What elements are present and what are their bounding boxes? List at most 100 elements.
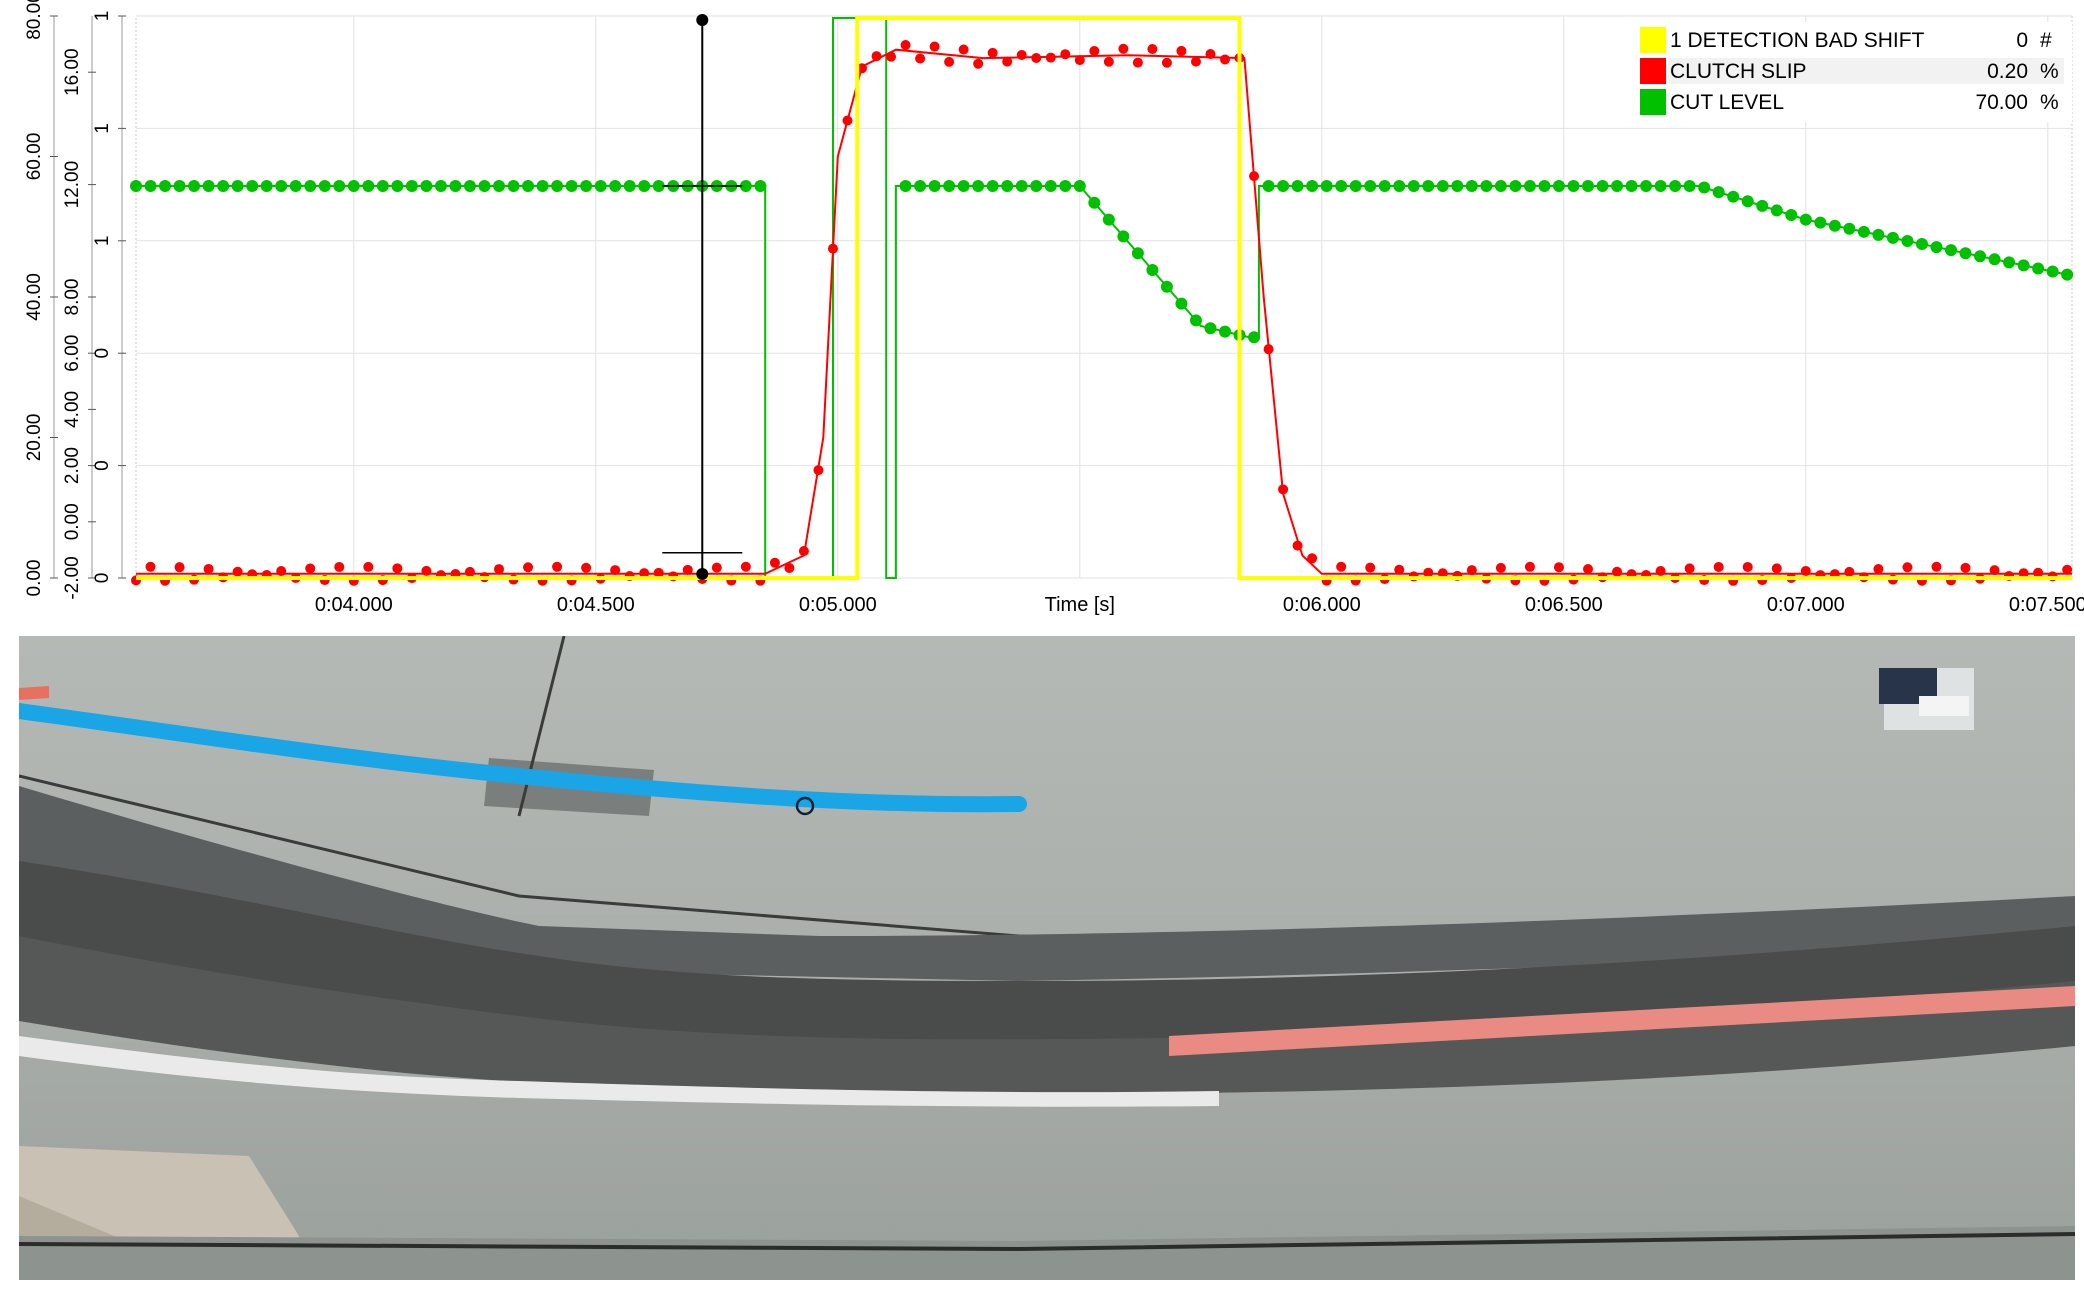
data-point bbox=[1291, 180, 1304, 192]
data-point bbox=[347, 180, 360, 192]
y-tick-label: 16.00 bbox=[62, 48, 83, 96]
y-tick-label: 1 bbox=[92, 236, 113, 247]
data-point bbox=[944, 56, 955, 67]
chart-legend: 1 DETECTION BAD SHIFT 0 # CLUTCH SLIP 0.… bbox=[1636, 22, 2072, 122]
track-surface bbox=[19, 861, 2075, 1046]
satellite-map[interactable] bbox=[19, 636, 2075, 1280]
data-point bbox=[798, 546, 809, 557]
data-point bbox=[769, 557, 780, 568]
data-point bbox=[305, 563, 316, 574]
data-point bbox=[1292, 540, 1303, 551]
data-point bbox=[1698, 181, 1711, 194]
data-point bbox=[1799, 213, 1812, 226]
data-point bbox=[1886, 231, 1899, 244]
car-position-marker[interactable] bbox=[795, 796, 815, 816]
data-point bbox=[203, 563, 214, 574]
data-point bbox=[886, 51, 897, 62]
data-point bbox=[1306, 180, 1319, 192]
data-point bbox=[1466, 565, 1477, 576]
data-point bbox=[972, 180, 985, 192]
data-point bbox=[827, 243, 838, 254]
data-point bbox=[522, 180, 535, 192]
legend-item-clutch-slip[interactable]: CLUTCH SLIP 0.20 % bbox=[1640, 58, 2064, 84]
data-point bbox=[1901, 234, 1914, 247]
data-point bbox=[871, 51, 882, 62]
data-point bbox=[188, 180, 201, 192]
data-point bbox=[1132, 57, 1143, 68]
data-point bbox=[1873, 564, 1884, 575]
data-point bbox=[1060, 49, 1071, 60]
data-point bbox=[145, 561, 156, 572]
data-point bbox=[1741, 195, 1754, 208]
data-point bbox=[1509, 180, 1522, 192]
data-point bbox=[2017, 259, 2030, 272]
y-tick-label: 1 bbox=[92, 11, 113, 22]
data-point bbox=[1160, 280, 1173, 293]
track-edge-line bbox=[19, 1036, 1219, 1107]
data-point bbox=[1669, 180, 1682, 192]
data-point bbox=[1189, 314, 1202, 327]
legend-label: CUT LEVEL bbox=[1670, 91, 1784, 114]
legend-row-highlight bbox=[1668, 58, 2064, 84]
data-point bbox=[493, 180, 505, 192]
data-point bbox=[202, 180, 215, 192]
data-point bbox=[1089, 45, 1100, 56]
x-axis: 0:04.000 0:04.500 0:05.000 0:06.000 0:06.500… bbox=[315, 594, 2084, 616]
data-point bbox=[1727, 190, 1740, 203]
chart-series[interactable] bbox=[130, 16, 2074, 586]
data-point bbox=[1205, 49, 1216, 60]
data-point bbox=[638, 180, 651, 192]
data-point bbox=[1074, 55, 1085, 66]
data-point bbox=[1131, 247, 1144, 260]
data-point bbox=[1349, 180, 1362, 192]
time-cursor[interactable] bbox=[662, 14, 743, 580]
data-point bbox=[1378, 180, 1391, 192]
data-point bbox=[1495, 562, 1506, 573]
data-point bbox=[1844, 566, 1855, 577]
y-tick-label: 0.00 bbox=[62, 503, 83, 540]
data-point bbox=[1161, 57, 1172, 68]
data-point bbox=[1654, 180, 1667, 192]
data-point bbox=[1436, 180, 1449, 192]
y-tick-label: 0 bbox=[92, 460, 113, 471]
data-point bbox=[276, 566, 287, 577]
legend-item-bad-shift[interactable]: 1 DETECTION BAD SHIFT 0 # bbox=[1640, 27, 2052, 53]
data-point bbox=[405, 180, 418, 192]
x-axis-title: Time [s] bbox=[1045, 594, 1115, 616]
data-point bbox=[973, 58, 984, 69]
chart-panel[interactable]: 0.00 20.00 40.00 60.00 80.00 -2.00 0.00 2.00 4.0… bbox=[0, 0, 2084, 630]
legend-item-cut-level[interactable]: CUT LEVEL 70.00 % bbox=[1640, 89, 2059, 115]
data-point bbox=[1102, 213, 1115, 226]
cursor-handle-bottom[interactable] bbox=[696, 568, 709, 580]
data-point bbox=[551, 180, 564, 192]
data-point bbox=[1219, 325, 1231, 338]
data-point bbox=[1117, 230, 1130, 243]
y-tick-label: 4.00 bbox=[62, 391, 83, 428]
data-point bbox=[1814, 216, 1827, 229]
red-curb bbox=[1169, 986, 2075, 1056]
data-point bbox=[1974, 250, 1987, 263]
data-point bbox=[1742, 561, 1753, 572]
data-point bbox=[581, 562, 592, 573]
data-point bbox=[929, 41, 940, 52]
data-point bbox=[610, 565, 621, 576]
data-point bbox=[1915, 238, 1928, 251]
data-point bbox=[1684, 563, 1695, 574]
data-point bbox=[1088, 196, 1101, 209]
track-map[interactable] bbox=[19, 636, 2075, 1280]
telemetry-chart[interactable]: 0.00 20.00 40.00 60.00 80.00 -2.00 0.00 2.00 4.0… bbox=[0, 0, 2084, 630]
data-point bbox=[1872, 228, 1885, 241]
cursor-handle-top[interactable] bbox=[696, 14, 709, 26]
y-tick-label: 6.00 bbox=[62, 335, 83, 372]
data-point bbox=[915, 53, 926, 64]
legend-label: 1 DETECTION BAD SHIFT bbox=[1670, 29, 1925, 52]
data-point bbox=[639, 568, 650, 579]
lower-wall bbox=[19, 1232, 2075, 1252]
data-point bbox=[1959, 247, 1972, 260]
data-point bbox=[2003, 256, 2016, 269]
data-point bbox=[1989, 565, 2000, 576]
data-point bbox=[1596, 180, 1609, 192]
data-point bbox=[1277, 180, 1290, 192]
x-tick-label: 0:06.000 bbox=[1283, 594, 1361, 616]
data-point bbox=[2061, 268, 2074, 281]
